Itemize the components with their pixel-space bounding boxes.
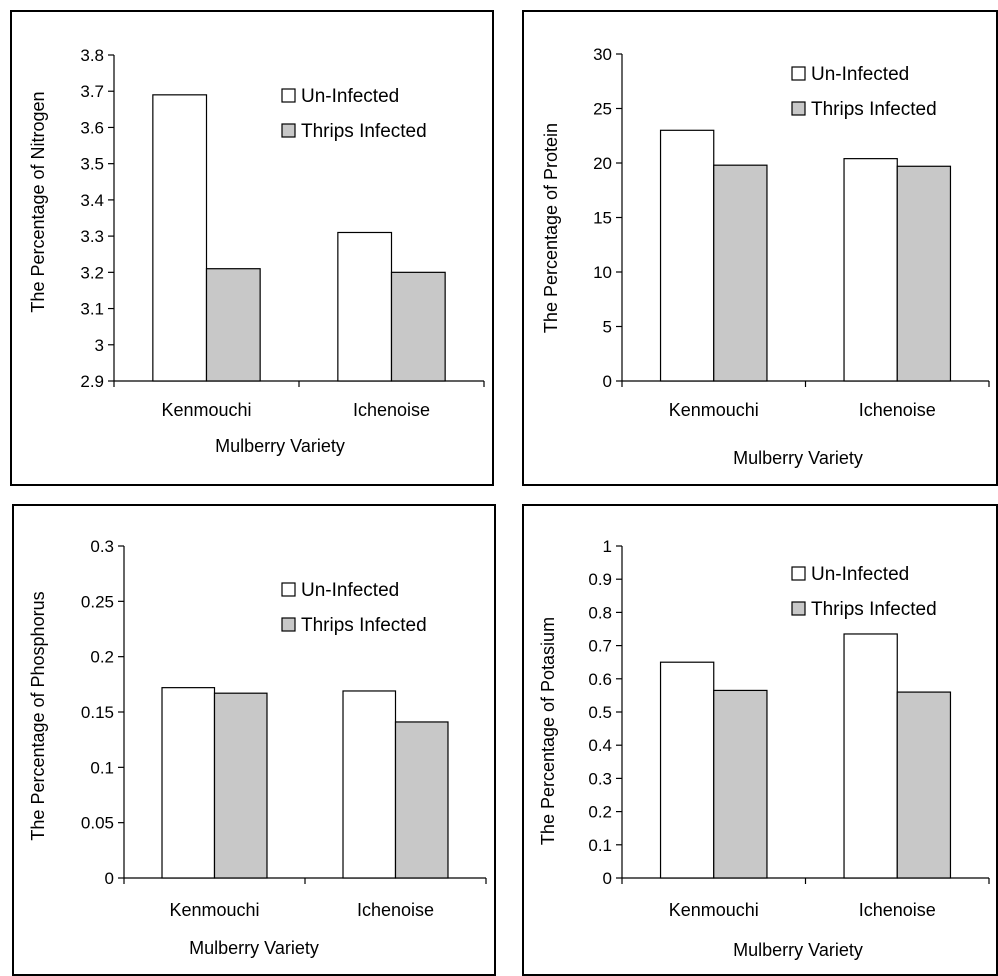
y-tick-label: 0.05 xyxy=(81,814,114,833)
y-tick-label: 3.3 xyxy=(80,227,104,246)
potasium-chart: The Percentage of Potasium Mulberry Vari… xyxy=(538,537,990,960)
y-tick-label: 5 xyxy=(603,318,612,337)
x-category-label: Ichenoise xyxy=(357,900,434,920)
y-tick-label: 25 xyxy=(593,100,612,119)
legend-label: Thrips Infected xyxy=(811,99,937,120)
x-axis-title: Mulberry Variety xyxy=(733,940,863,960)
x-axis-title: Mulberry Variety xyxy=(189,938,319,958)
y-tick-label: 0.4 xyxy=(588,736,612,755)
y-axis-title: The Percentage of Phosphorus xyxy=(28,591,48,840)
y-tick-label: 0.8 xyxy=(588,603,612,622)
y-tick-label: 0.2 xyxy=(588,803,612,822)
phosphorus-chart: The Percentage of Phosphorus Mulberry Va… xyxy=(28,537,487,958)
y-tick-label: 0 xyxy=(603,869,612,888)
y-tick-label: 0.1 xyxy=(90,758,114,777)
nitrogen-chart: The Percentage of Nitrogen Mulberry Vari… xyxy=(28,46,485,456)
y-tick-label: 0 xyxy=(105,869,114,888)
y-tick-label: 0 xyxy=(603,372,612,391)
y-tick-label: 3.7 xyxy=(80,82,104,101)
y-axis-title: The Percentage of Protein xyxy=(541,123,561,333)
x-axis-title: Mulberry Variety xyxy=(215,436,345,456)
bar-thrips-infected xyxy=(394,721,449,879)
y-tick-label: 0.1 xyxy=(588,836,612,855)
legend-swatch xyxy=(791,566,806,581)
protein-chart: The Percentage of Protein Mulberry Varie… xyxy=(541,45,990,468)
y-tick-label: 0.3 xyxy=(90,537,114,556)
y-tick-label: 2.9 xyxy=(80,372,104,391)
x-category-label: Kenmouchi xyxy=(169,900,259,920)
bar-thrips-infected xyxy=(205,268,261,382)
bar-thrips-infected xyxy=(713,689,768,879)
y-tick-label: 30 xyxy=(593,45,612,64)
x-axis-title: Mulberry Variety xyxy=(733,448,863,468)
y-tick-label: 0.9 xyxy=(588,570,612,589)
bar-un-infected xyxy=(342,690,397,879)
legend-swatch xyxy=(791,101,806,116)
y-tick-label: 3 xyxy=(95,336,104,355)
legend-label: Un-Infected xyxy=(811,564,909,585)
legend-label: Thrips Infected xyxy=(811,599,937,620)
bar-un-infected xyxy=(659,661,715,879)
y-tick-label: 0.6 xyxy=(588,670,612,689)
bar-thrips-infected xyxy=(213,692,268,879)
bar-un-infected xyxy=(659,129,715,382)
y-axis-title: The Percentage of Potasium xyxy=(538,617,558,845)
bar-un-infected xyxy=(843,633,898,879)
legend-swatch xyxy=(281,582,296,597)
x-category-label: Kenmouchi xyxy=(161,400,251,420)
legend-swatch xyxy=(281,88,296,103)
bar-thrips-infected xyxy=(713,164,768,382)
y-tick-label: 15 xyxy=(593,209,612,228)
legend-label: Thrips Infected xyxy=(301,615,427,636)
y-tick-label: 20 xyxy=(593,154,612,173)
legend-swatch xyxy=(791,601,806,616)
y-tick-label: 3.2 xyxy=(80,263,104,282)
y-tick-label: 3.1 xyxy=(80,300,104,319)
x-category-label: Kenmouchi xyxy=(669,400,759,420)
y-tick-label: 0.25 xyxy=(81,592,114,611)
bar-un-infected xyxy=(161,687,216,879)
x-category-label: Ichenoise xyxy=(859,400,936,420)
y-tick-label: 3.5 xyxy=(80,155,104,174)
y-axis-title: The Percentage of Nitrogen xyxy=(28,91,48,312)
y-tick-label: 0.2 xyxy=(90,648,114,667)
y-tick-label: 1 xyxy=(603,537,612,556)
y-tick-label: 0.7 xyxy=(588,637,612,656)
legend-swatch xyxy=(281,617,296,632)
legend-swatch xyxy=(281,123,296,138)
y-tick-label: 0.15 xyxy=(81,703,114,722)
x-category-label: Ichenoise xyxy=(353,400,430,420)
legend-label: Un-Infected xyxy=(301,86,399,107)
bar-un-infected xyxy=(843,158,898,382)
y-tick-label: 3.6 xyxy=(80,118,104,137)
y-tick-label: 10 xyxy=(593,263,612,282)
legend-label: Un-Infected xyxy=(811,64,909,85)
legend-label: Thrips Infected xyxy=(301,121,427,142)
bar-thrips-infected xyxy=(896,165,952,382)
x-category-label: Kenmouchi xyxy=(669,900,759,920)
y-tick-label: 0.5 xyxy=(588,703,612,722)
nitrogen-chart-panel: The Percentage of Nitrogen Mulberry Vari… xyxy=(10,10,494,486)
potasium-chart-panel: The Percentage of Potasium Mulberry Vari… xyxy=(522,504,998,976)
legend-label: Un-Infected xyxy=(301,580,399,601)
phosphorus-chart-panel: The Percentage of Phosphorus Mulberry Va… xyxy=(12,504,496,976)
y-tick-label: 0.3 xyxy=(588,769,612,788)
y-tick-label: 3.8 xyxy=(80,46,104,65)
bar-un-infected xyxy=(152,94,208,382)
protein-chart-panel: The Percentage of Protein Mulberry Varie… xyxy=(522,10,998,486)
legend-swatch xyxy=(791,66,806,81)
x-category-label: Ichenoise xyxy=(859,900,936,920)
y-tick-label: 3.4 xyxy=(80,191,104,210)
bar-un-infected xyxy=(337,231,393,382)
bar-thrips-infected xyxy=(390,271,446,382)
bar-thrips-infected xyxy=(896,691,952,879)
